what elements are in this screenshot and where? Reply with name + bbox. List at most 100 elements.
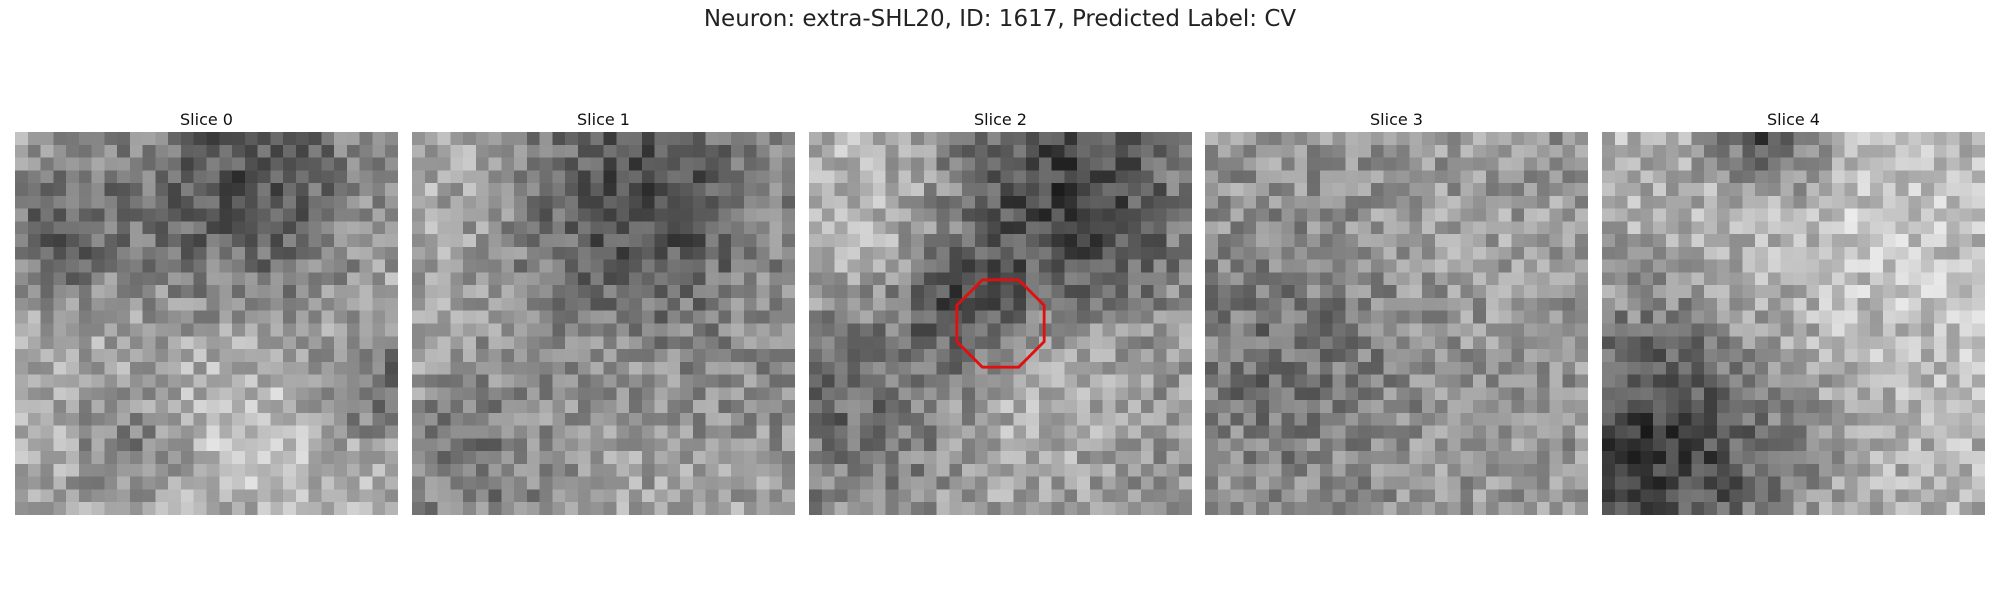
pixel [1870,144,1883,158]
pixel [1602,132,1615,145]
pixel [1729,412,1743,426]
pixel [1230,234,1244,247]
pixel [155,132,169,145]
pixel [78,272,92,286]
pixel [91,412,105,426]
pixel [15,297,28,311]
pixel [1614,387,1628,401]
pixel [1038,400,1052,413]
pixel [1370,387,1384,401]
pixel [1831,310,1845,324]
pixel [334,451,347,464]
pixel [526,361,540,375]
pixel [437,285,451,298]
pixel [603,387,617,401]
pixel [1281,425,1295,439]
pixel [911,208,924,222]
pixel [1064,476,1078,490]
pixel [1755,374,1768,388]
pixel [15,246,28,260]
pixel [66,234,79,247]
pixel [692,144,706,158]
pixel [577,272,591,286]
pixel [142,157,156,171]
pixel [1358,438,1371,452]
pixel [1383,349,1397,362]
pixel [667,336,681,350]
pixel [1089,285,1103,298]
pixel [743,425,757,439]
pixel [1026,438,1039,452]
pixel [66,336,79,350]
pixel [1140,221,1154,235]
pixel [821,221,835,235]
pixel [117,208,130,222]
pixel [834,195,848,209]
pixel [501,234,515,247]
pixel [1013,451,1027,464]
pixel [346,132,360,145]
pixel [1921,285,1934,298]
pixel [1102,361,1116,375]
pixel [756,183,770,196]
pixel [1678,144,1692,158]
pixel [1281,502,1295,515]
pixel [743,259,757,273]
pixel [731,272,744,286]
pixel [974,208,988,222]
pixel [1640,221,1654,235]
pixel [1205,297,1218,311]
pixel [142,170,156,184]
pixel [1729,297,1743,311]
pixel [463,246,476,260]
pixel [603,400,617,413]
pixel [1294,259,1308,273]
pixel [129,157,143,171]
pixel [1179,451,1192,464]
pixel [847,336,861,350]
pixel [129,502,143,515]
pixel [283,374,296,388]
pixel [257,425,271,439]
pixel [1524,195,1537,209]
pixel [1908,476,1922,490]
pixel [860,183,873,196]
pixel [232,170,245,184]
pixel [15,412,28,426]
pixel [680,221,693,235]
pixel [1562,349,1576,362]
pixel [346,246,360,260]
pixel [372,463,386,477]
pixel [987,374,1001,388]
pixel [590,451,604,464]
pixel [1665,221,1679,235]
pixel [1447,374,1461,388]
pixel [385,502,398,515]
pixel [1281,259,1295,273]
pixel [1166,132,1180,145]
pixel [885,310,899,324]
pixel [1383,285,1397,298]
pixel [193,361,207,375]
pixel [1793,425,1807,439]
pixel [1485,234,1499,247]
pixel [756,374,770,388]
pixel [1627,400,1641,413]
pixel [1665,195,1679,209]
pixel [641,170,655,184]
pixel [219,374,233,388]
pixel [1153,387,1167,401]
pixel [743,170,757,184]
pixel [1294,412,1308,426]
pixel [885,297,899,311]
pixel [705,349,719,362]
pixel [782,387,795,401]
pixel [641,195,655,209]
pixel [1179,297,1192,311]
pixel [1128,438,1141,452]
pixel [1128,336,1141,350]
pixel [1422,310,1435,324]
pixel [923,144,937,158]
pixel [295,361,309,375]
pixel [206,272,220,286]
